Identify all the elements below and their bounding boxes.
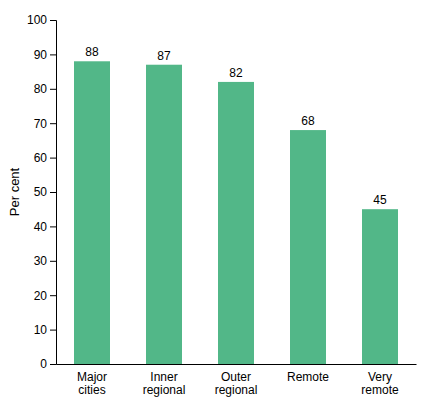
x-tick-label-line: regional xyxy=(143,383,186,397)
data-label: 82 xyxy=(229,66,243,80)
x-tick-label: Remote xyxy=(287,370,329,384)
y-axis-title: Per cent xyxy=(7,167,22,216)
bar xyxy=(74,61,110,364)
y-tick: 10 xyxy=(34,323,56,337)
y-tick-mark xyxy=(50,89,56,90)
y-tick-label: 100 xyxy=(27,13,47,27)
x-tick-label-line: Outer xyxy=(221,370,251,384)
data-label: 68 xyxy=(301,114,315,128)
y-tick-label: 10 xyxy=(34,323,48,337)
y-axis: 0 10 20 30 40 50 60 70 80 90 100 xyxy=(27,13,57,371)
plot: 0102030405060708090100MajorcitiesInnerre… xyxy=(27,13,417,397)
y-tick-label: 80 xyxy=(34,82,48,96)
y-tick: 90 xyxy=(34,48,56,62)
bar xyxy=(362,209,398,364)
y-axis-line xyxy=(50,21,57,365)
y-tick: 40 xyxy=(34,220,56,234)
y-tick-mark xyxy=(50,20,56,21)
x-tick-label-line: Inner xyxy=(150,370,177,384)
x-tick: Outerregional xyxy=(215,370,258,398)
x-tick-label-line: regional xyxy=(215,383,258,397)
y-tick-label: 20 xyxy=(34,289,48,303)
x-axis: MajorcitiesInnerregionalOuterregionalRem… xyxy=(57,365,417,398)
data-label: 87 xyxy=(157,49,171,63)
y-tick: 20 xyxy=(34,289,56,303)
y-tick-mark xyxy=(50,261,56,262)
x-tick-label-line: Major xyxy=(77,370,107,384)
bar xyxy=(290,130,326,364)
y-tick-label: 40 xyxy=(34,220,48,234)
bar xyxy=(146,65,182,364)
x-tick-label-line: Remote xyxy=(287,370,329,384)
y-tick-label: 60 xyxy=(34,151,48,165)
bar xyxy=(218,82,254,364)
data-label: 45 xyxy=(373,193,387,207)
y-tick: 60 xyxy=(34,151,56,165)
chart: 0102030405060708090100MajorcitiesInnerre… xyxy=(0,0,432,416)
x-tick-label: Innerregional xyxy=(143,370,186,398)
y-tick-mark xyxy=(50,158,56,159)
y-tick: 80 xyxy=(34,82,56,96)
data-labels: 88 87 82 68 45 xyxy=(85,45,387,207)
y-tick-mark xyxy=(50,330,56,331)
y-tick-mark xyxy=(50,192,56,193)
bars xyxy=(74,61,398,364)
y-tick: 70 xyxy=(34,117,56,131)
y-tick-mark xyxy=(50,295,56,296)
x-tick: Remote xyxy=(287,370,329,384)
y-tick-label: 0 xyxy=(40,357,47,371)
y-tick-label: 90 xyxy=(34,48,48,62)
y-tick-mark xyxy=(50,123,56,124)
data-label: 88 xyxy=(85,45,99,59)
y-tick: 30 xyxy=(34,254,56,268)
y-tick: 50 xyxy=(34,185,56,199)
y-tick: 0 xyxy=(40,357,56,371)
y-tick-mark xyxy=(50,364,56,365)
x-tick: Veryremote xyxy=(361,370,399,398)
x-tick-label: Majorcities xyxy=(77,370,107,398)
y-tick-label: 30 xyxy=(34,254,48,268)
x-tick-label-line: cities xyxy=(78,383,105,397)
x-tick-label-line: remote xyxy=(361,383,399,397)
y-tick-mark xyxy=(50,54,56,55)
y-tick-label: 50 xyxy=(34,185,48,199)
x-tick-label: Outerregional xyxy=(215,370,258,398)
x-tick-label: Veryremote xyxy=(361,370,399,398)
x-tick-label-line: Very xyxy=(368,370,392,384)
x-tick: Innerregional xyxy=(143,370,186,398)
x-axis-line xyxy=(57,364,417,365)
y-tick: 100 xyxy=(27,13,56,27)
y-tick-mark xyxy=(50,226,56,227)
x-tick: Majorcities xyxy=(77,370,107,398)
y-tick-label: 70 xyxy=(34,117,48,131)
